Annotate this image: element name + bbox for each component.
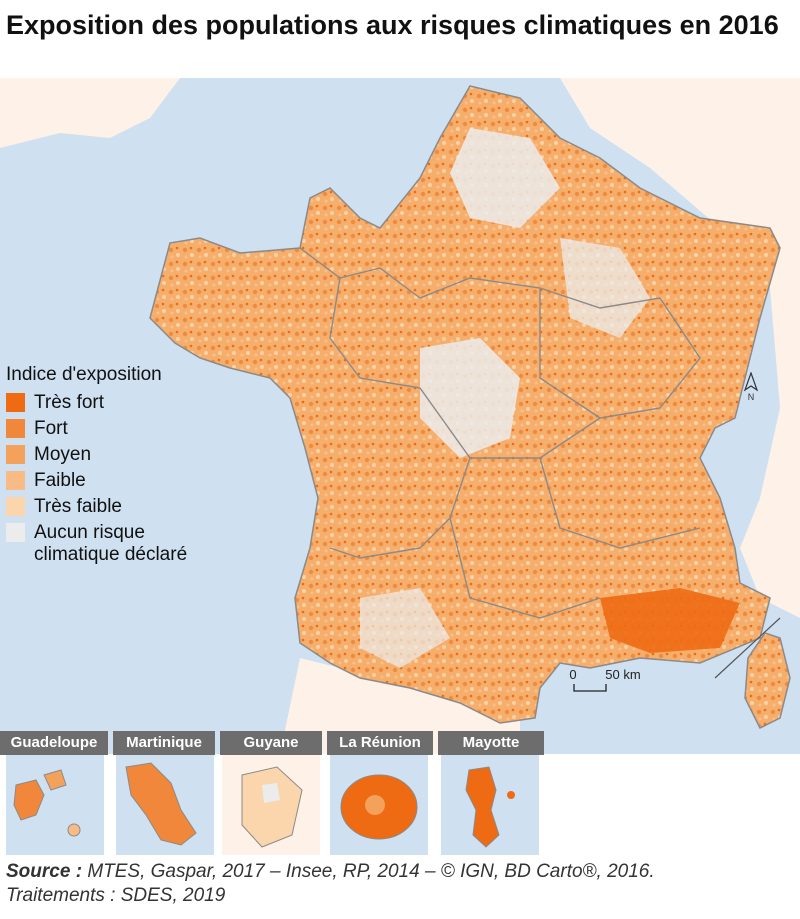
legend-label: Fort (34, 418, 68, 439)
scale-zero: 0 (569, 667, 576, 682)
scale-bar: 0 50 km (569, 665, 659, 695)
neighbor-land-east (560, 78, 800, 618)
legend-label: Très faible (34, 496, 122, 517)
inset-map-mayotte (441, 755, 539, 855)
legend-label: Faible (34, 470, 86, 491)
legend-label: Aucun risque climatique déclaré (34, 522, 188, 565)
high-risk-zone-provence (600, 588, 740, 653)
source-note: Source : MTES, Gaspar, 2017 – Insee, RP,… (6, 860, 800, 908)
inset-map-guyane (222, 755, 320, 855)
north-label: N (748, 392, 755, 402)
low-risk-zone-center (420, 338, 520, 458)
legend-swatch (6, 497, 25, 516)
north-arrow: N (742, 371, 760, 402)
france-map-svg (0, 78, 800, 754)
martinique-shape (125, 762, 197, 846)
legend-item-tres-fort: Très fort (6, 392, 236, 418)
france-map (0, 78, 800, 754)
legend-item-aucun-risque: Aucun risque climatique déclaré (6, 522, 236, 566)
guadeloupe-shape (13, 769, 81, 837)
low-risk-zone-southwest (360, 588, 450, 668)
scale-value: 50 km (605, 667, 640, 682)
legend-label: Moyen (34, 444, 92, 465)
overseas-insets: Guadeloupe Martinique Guyane La Réunion … (0, 731, 560, 857)
inset-header-reunion: La Réunion (327, 731, 433, 755)
inset-header-guyane: Guyane (220, 731, 322, 755)
low-risk-zone-east (560, 238, 650, 338)
corsica (744, 632, 791, 730)
legend-item-faible: Faible (6, 470, 236, 496)
scale-bar-svg: 0 50 km (569, 667, 641, 692)
legend-swatch (6, 445, 25, 464)
map-title: Exposition des populations aux risques c… (6, 10, 779, 40)
processing-line: Traitements : SDES, 2019 (6, 885, 226, 906)
legend-swatch (6, 419, 25, 438)
mayotte-shape (465, 766, 515, 848)
source-label: Source : (6, 861, 83, 882)
legend-item-moyen: Moyen (6, 444, 236, 470)
legend-swatch (6, 471, 25, 490)
source-line: Source : MTES, Gaspar, 2017 – Insee, RP,… (6, 860, 800, 884)
source-text: MTES, Gaspar, 2017 – Insee, RP, 2014 – ©… (87, 861, 655, 882)
neighbor-land-spain (280, 658, 520, 754)
legend-label: Très fort (34, 392, 105, 413)
reunion-shape (340, 774, 418, 840)
legend-title: Indice d'exposition (6, 364, 162, 385)
legend-swatch (6, 523, 25, 542)
inset-header-martinique: Martinique (113, 731, 215, 755)
low-risk-zone-north (450, 128, 560, 228)
legend: Indice d'exposition Très fort Fort Moyen… (6, 364, 236, 566)
inset-map-guadeloupe (6, 755, 104, 855)
inset-header-guadeloupe: Guadeloupe (0, 731, 108, 755)
inset-map-martinique (116, 755, 214, 855)
inset-header-mayotte: Mayotte (438, 731, 544, 755)
legend-swatch (6, 393, 25, 412)
north-arrow-icon: N (743, 371, 759, 402)
neighbor-land-uk (0, 78, 180, 148)
guyane-shape (241, 766, 303, 848)
legend-item-tres-faible: Très faible (6, 496, 236, 522)
legend-item-fort: Fort (6, 418, 236, 444)
inset-map-reunion (330, 755, 428, 855)
